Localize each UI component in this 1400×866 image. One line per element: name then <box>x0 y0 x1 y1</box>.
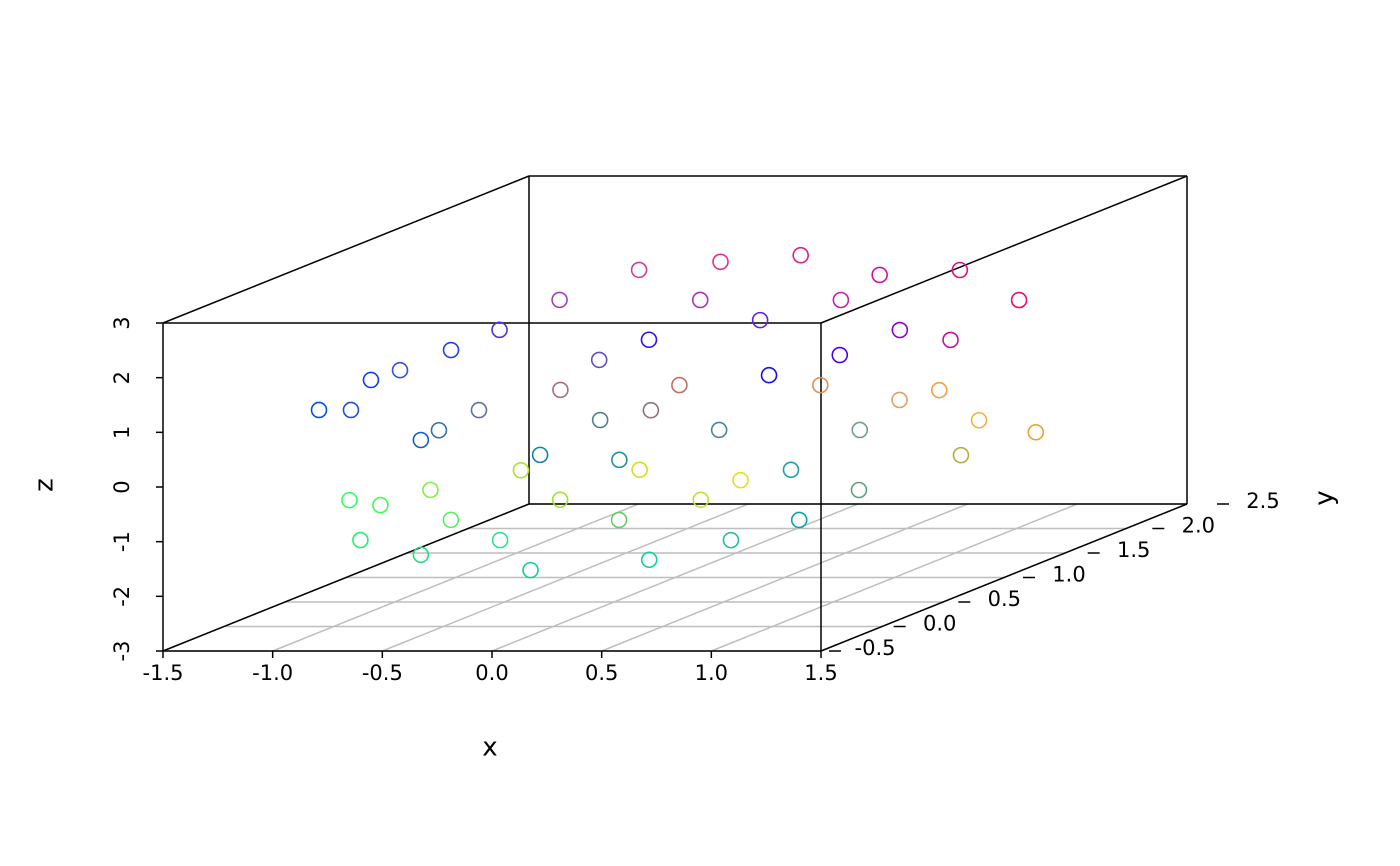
z-tick-label: -2 <box>110 586 134 607</box>
x-axis-title: x <box>482 733 497 763</box>
point <box>831 346 849 364</box>
point <box>430 421 448 439</box>
point <box>891 321 909 339</box>
point <box>1010 291 1028 309</box>
x-tick-label: -1.5 <box>143 661 184 685</box>
box-edge <box>820 503 1188 652</box>
y-tick-label: 0.0 <box>923 612 956 636</box>
x-tick-label: 0.0 <box>475 661 508 685</box>
point <box>851 421 869 439</box>
point <box>611 451 628 469</box>
x-tick-label: -1.0 <box>252 661 293 685</box>
y-tick-label: 0.5 <box>988 587 1021 611</box>
y-tick-label: 2.5 <box>1246 489 1279 513</box>
point <box>491 321 508 339</box>
point <box>442 511 460 529</box>
z-tick-label: 3 <box>110 316 134 329</box>
point <box>341 491 358 509</box>
point <box>692 491 710 509</box>
point <box>310 401 328 419</box>
point <box>362 371 380 389</box>
point <box>751 311 769 329</box>
point <box>930 381 948 399</box>
point <box>442 341 460 359</box>
z-tick-label: -3 <box>110 641 134 662</box>
point <box>372 496 389 514</box>
point <box>640 331 658 349</box>
point <box>671 376 688 394</box>
point <box>710 421 728 439</box>
x-tick-label: -0.5 <box>362 661 403 685</box>
point <box>552 381 569 399</box>
point <box>470 401 488 419</box>
point <box>792 246 810 264</box>
box-edge <box>162 175 530 324</box>
point <box>782 461 800 479</box>
point <box>590 351 608 369</box>
point <box>871 266 888 284</box>
point <box>342 401 360 419</box>
point <box>712 253 729 271</box>
point <box>832 291 850 309</box>
point <box>942 331 959 349</box>
point <box>722 531 740 549</box>
point <box>891 391 908 409</box>
point <box>610 511 628 529</box>
x-tick-label: 1.5 <box>804 661 837 685</box>
point <box>412 431 430 449</box>
point <box>1027 423 1045 441</box>
point <box>970 411 988 429</box>
point <box>591 411 609 429</box>
z-tick-label: -1 <box>110 531 134 552</box>
box-edge <box>820 175 1188 324</box>
y-tick-label: 2.0 <box>1182 514 1215 538</box>
point <box>551 291 568 309</box>
point <box>491 531 509 549</box>
point <box>352 531 369 549</box>
point <box>422 481 439 499</box>
y-axis-title: y <box>1310 490 1340 505</box>
y-tick-label: 1.0 <box>1052 563 1085 587</box>
point <box>631 461 648 479</box>
point <box>812 376 829 394</box>
point <box>640 551 658 569</box>
x-tick-label: 0.5 <box>585 661 618 685</box>
point <box>630 261 648 279</box>
point <box>642 401 660 419</box>
y-tick-label: 1.5 <box>1117 538 1150 562</box>
point <box>691 291 709 309</box>
z-tick-label: 0 <box>110 480 134 493</box>
point <box>760 366 778 384</box>
point <box>522 561 539 579</box>
point <box>951 261 969 279</box>
z-tick-label: 2 <box>110 371 134 384</box>
point <box>391 361 409 379</box>
point <box>952 446 970 464</box>
point <box>412 546 430 564</box>
point <box>790 511 808 529</box>
point <box>850 481 868 499</box>
y-tick-label: -0.5 <box>855 636 896 660</box>
point <box>732 471 749 489</box>
x-tick-label: 1.0 <box>695 661 728 685</box>
point <box>551 491 569 509</box>
point <box>531 446 549 464</box>
point <box>512 461 530 479</box>
z-tick-label: 1 <box>110 426 134 439</box>
z-axis-title: z <box>30 478 60 492</box>
box-edge <box>162 503 530 652</box>
